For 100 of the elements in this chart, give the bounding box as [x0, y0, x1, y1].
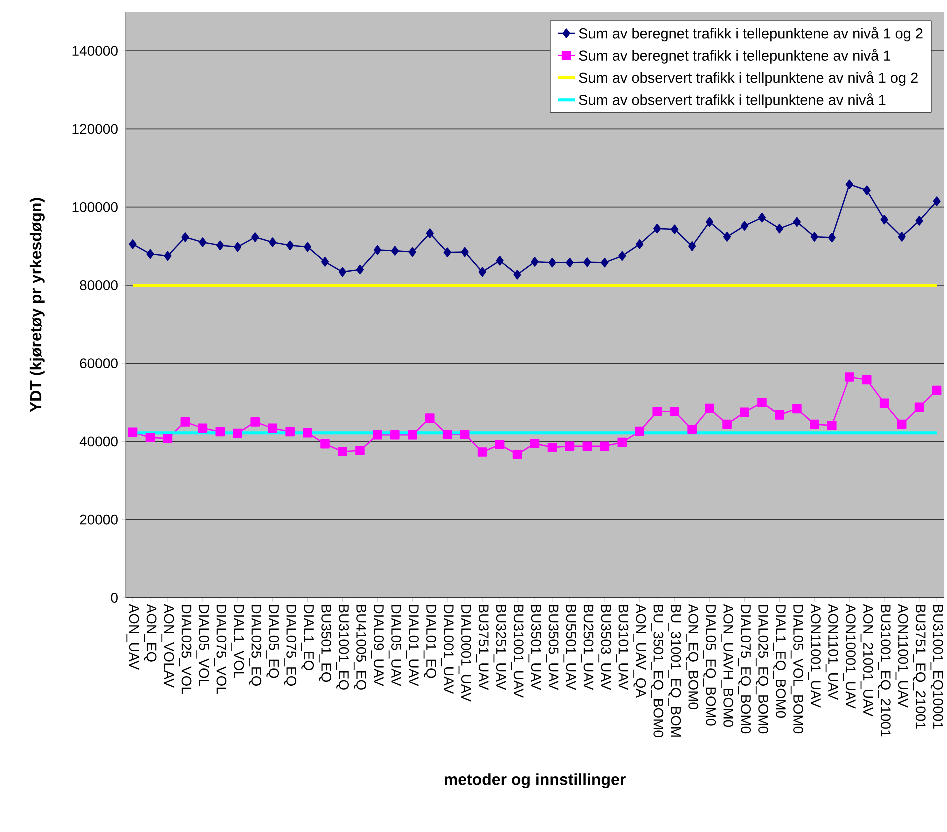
y-tick-label: 100000	[72, 202, 118, 212]
point	[478, 448, 488, 457]
point	[932, 386, 942, 396]
point	[618, 438, 628, 448]
point	[128, 428, 138, 438]
point	[252, 232, 260, 242]
point	[391, 246, 399, 256]
point	[374, 245, 382, 256]
point	[880, 398, 890, 408]
point	[426, 228, 434, 238]
point	[688, 242, 696, 252]
x-tick-label: BU3251_UAV	[494, 605, 506, 690]
x-tick-label: DIAL075_EQ_BOM0	[738, 605, 752, 734]
x-tick-label: BU2501_UAV	[581, 605, 594, 690]
point	[250, 418, 260, 427]
x-tick-label: DIAL1_EQ	[302, 605, 314, 670]
x-tick-label: DIAL025_EQ	[249, 605, 262, 686]
x-tick-label: DIAL05_UAV	[388, 605, 402, 686]
point	[390, 430, 400, 440]
point	[338, 447, 348, 457]
y-tick-label: 120000	[72, 124, 118, 134]
point	[548, 258, 556, 268]
y-tick-label: 80000	[80, 280, 118, 290]
point	[600, 442, 610, 452]
point	[286, 427, 295, 437]
x-tick-label: BU_3501_EQ_BOM0	[651, 605, 664, 738]
point	[180, 418, 190, 427]
point	[303, 428, 312, 438]
point	[460, 430, 470, 440]
point	[828, 232, 836, 243]
x-tick-label: AON_UAV	[126, 604, 140, 670]
x-tick-label: AON11001_UAV	[808, 604, 821, 708]
point	[654, 224, 662, 234]
point	[233, 428, 243, 438]
x-tick-label: DIAL01_UAV	[406, 605, 419, 686]
point	[652, 407, 662, 416]
point	[846, 180, 854, 190]
point	[740, 408, 750, 418]
point	[706, 217, 714, 228]
point	[216, 427, 226, 437]
x-tick-label: AON11001_UAV	[896, 604, 908, 708]
point	[198, 424, 208, 434]
x-tick-label: DIAL0001_UAV	[458, 605, 472, 702]
x-tick-label: DIAL1_VOL	[232, 605, 244, 678]
x-tick-label: BU3101_UAV	[616, 605, 629, 690]
point	[216, 240, 224, 250]
point	[810, 420, 820, 430]
point	[916, 216, 924, 226]
x-tick-label: AON_UAVH_BOM0	[721, 604, 734, 728]
x-tick-label: DIAL01_EQ	[424, 605, 436, 678]
point	[338, 267, 347, 278]
point	[584, 258, 592, 268]
legend-label: Sum av observert trafikk i tellpunktene av nivå 1 og 2	[579, 71, 918, 86]
point	[671, 224, 679, 234]
point	[268, 424, 278, 434]
point	[566, 258, 574, 268]
point	[530, 439, 540, 448]
point	[425, 414, 435, 423]
point	[670, 407, 680, 416]
y-tick-label: 140000	[72, 46, 118, 56]
point	[793, 217, 801, 228]
point	[304, 242, 312, 252]
x-tick-label: DIAL075_VOL	[214, 605, 227, 694]
x-tick-label: DIAL001_UAV	[441, 605, 454, 694]
point	[618, 251, 626, 262]
point	[582, 442, 592, 452]
point	[758, 213, 766, 223]
point	[478, 267, 486, 278]
point	[321, 257, 330, 267]
x-tick-label: BU41005_EQ	[354, 605, 366, 690]
x-tick-label: AON_VOLAV	[162, 604, 174, 688]
x-tick-label: DIAL09_UAV	[371, 605, 384, 686]
legend-label: Sum av beregnet trafikk i tellepunktene av nivå 1 og 2	[579, 26, 923, 42]
x-tick-label: BU3751_EQ_21001	[913, 605, 926, 729]
x-tick-label: BU3505_UAV	[546, 605, 559, 690]
point	[914, 402, 924, 412]
x-tick-label: DIAL075_EQ	[284, 605, 297, 686]
x-tick-label: BU3501_UAV	[528, 605, 542, 690]
point	[164, 251, 172, 262]
point	[862, 375, 872, 385]
point	[688, 424, 697, 434]
point	[548, 442, 558, 452]
x-tick-label: DIAL05_EQ_BOM0	[704, 605, 716, 726]
point	[408, 247, 416, 258]
point	[146, 433, 156, 442]
point	[775, 410, 784, 420]
point	[442, 430, 452, 440]
point	[444, 248, 452, 258]
x-tick-label: DIAL05_EQ	[266, 605, 280, 678]
point	[129, 240, 137, 250]
point	[776, 224, 784, 234]
point	[565, 442, 575, 452]
y-tick-label: 60000	[80, 358, 118, 369]
point	[496, 256, 504, 266]
point	[722, 420, 732, 430]
x-tick-label: AON_UAV_QA	[634, 604, 646, 698]
point	[828, 421, 837, 430]
x-tick-label: DIAL05_VOL	[196, 605, 210, 686]
x-tick-label: DIAL025_EQ_BOM0	[756, 605, 769, 734]
point	[269, 238, 277, 248]
